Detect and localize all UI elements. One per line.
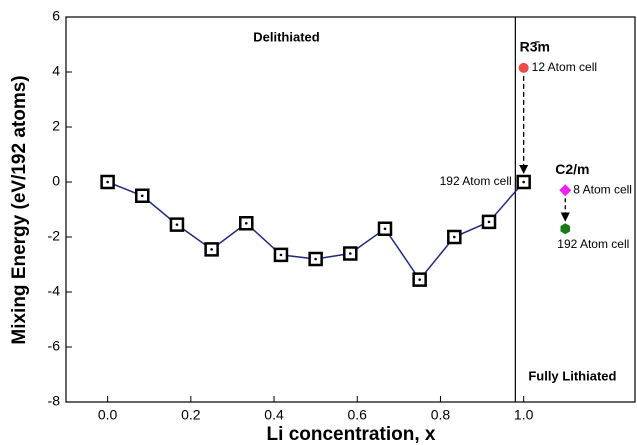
y-tick-label: -8 xyxy=(48,393,61,409)
data-point-dot xyxy=(140,194,144,198)
data-point-dot xyxy=(210,248,213,251)
point-label: 192 Atom cell xyxy=(440,174,512,188)
x-tick-label: 1.0 xyxy=(514,407,534,423)
data-point-dot xyxy=(348,252,352,255)
data-point-dot xyxy=(453,235,456,239)
y-tick-label: 6 xyxy=(52,8,60,24)
x-tick-label: 0.8 xyxy=(431,407,451,423)
x-tick-label: 0.2 xyxy=(181,407,201,423)
data-point-dot xyxy=(314,257,317,261)
x-tick-label: 0.4 xyxy=(264,407,284,423)
data-point-dot xyxy=(244,221,248,225)
phase-label: C2/m xyxy=(555,161,589,177)
region-label: Delithiated xyxy=(253,29,320,44)
y-tick-label: -6 xyxy=(48,338,61,354)
x-tick-label: 0.6 xyxy=(348,407,368,423)
x-axis-title: Li concentration, x xyxy=(267,424,436,445)
point-label: 192 Atom cell xyxy=(557,237,629,251)
data-point-dot xyxy=(106,180,109,184)
y-axis-title: Mixing Energy (eV/192 atoms) xyxy=(9,75,30,344)
data-point-dot xyxy=(522,180,525,184)
point-label: 12 Atom cell xyxy=(532,60,597,74)
y-tick-label: 4 xyxy=(52,63,60,79)
region-label: Fully Lithiated xyxy=(528,369,616,384)
phase-label: R3̄m xyxy=(520,39,550,55)
data-point-dot xyxy=(383,227,387,231)
data-point-dot xyxy=(487,220,491,224)
marker-point xyxy=(559,184,572,197)
point-label: 8 Atom cell xyxy=(573,182,632,196)
y-tick-label: -2 xyxy=(48,228,61,244)
x-tick-label: 0.0 xyxy=(98,407,118,423)
y-tick-label: 2 xyxy=(52,118,60,134)
y-tick-label: -4 xyxy=(48,283,61,299)
plot-frame xyxy=(65,16,636,403)
marker-point xyxy=(560,223,571,235)
data-point-dot xyxy=(418,278,421,281)
y-tick-label: 0 xyxy=(52,173,60,189)
marker-point xyxy=(518,62,529,73)
data-point-dot xyxy=(175,223,179,226)
data-point-dot xyxy=(279,253,283,257)
